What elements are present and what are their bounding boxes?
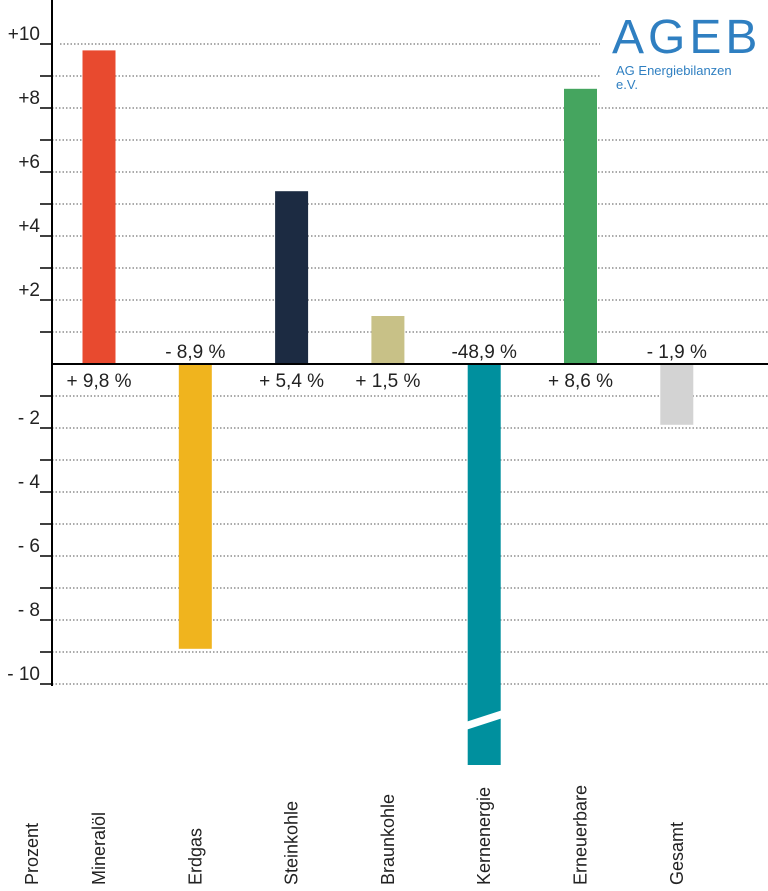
bar-gesamt bbox=[660, 364, 694, 425]
y-tick-label: - 2 bbox=[18, 408, 40, 429]
bar-braunkohle bbox=[371, 316, 405, 364]
value-label-erdgas: - 8,9 % bbox=[165, 342, 225, 363]
y-tick-label: - 10 bbox=[7, 664, 40, 685]
value-label-steinkohle: + 5,4 % bbox=[259, 371, 324, 392]
y-tick-label: - 8 bbox=[18, 600, 40, 621]
y-tick-label: +10 bbox=[8, 24, 40, 45]
value-label-braunkohle: + 1,5 % bbox=[355, 371, 420, 392]
axis-break-mark bbox=[465, 710, 503, 730]
y-axis-title: Prozent bbox=[22, 823, 42, 885]
y-tick-label: - 6 bbox=[18, 536, 40, 557]
bar-mineral-l bbox=[82, 50, 116, 365]
category-label-steinkohle: Steinkohle bbox=[282, 801, 302, 885]
logo-subtitle: AG Energiebilanzen e.V. bbox=[616, 63, 732, 92]
ageb-logo: AGEB AG Energiebilanzen e.V. bbox=[612, 11, 762, 92]
y-tick-label: +4 bbox=[18, 216, 40, 237]
y-tick-label: +8 bbox=[18, 88, 40, 109]
y-tick-label: +6 bbox=[18, 152, 40, 173]
bar-steinkohle bbox=[275, 191, 309, 364]
bar-kernenergie bbox=[467, 364, 501, 765]
value-label-erneuerbare: + 8,6 % bbox=[548, 371, 613, 392]
category-label-erneuerbare: Erneuerbare bbox=[571, 785, 591, 885]
category-label-gesamt: Gesamt bbox=[667, 822, 687, 885]
bar-erneuerbare bbox=[564, 88, 597, 365]
value-label-gesamt: - 1,9 % bbox=[647, 342, 707, 363]
category-label-kernenergie: Kernenergie bbox=[474, 787, 494, 885]
y-tick-label: +2 bbox=[18, 280, 40, 301]
logo-title: AGEB bbox=[612, 11, 762, 64]
category-label-mineral-l: Mineralöl bbox=[89, 812, 109, 885]
category-label-braunkohle: Braunkohle bbox=[378, 794, 398, 885]
category-label-erdgas: Erdgas bbox=[185, 828, 205, 885]
y-tick-label: - 4 bbox=[18, 472, 41, 493]
value-label-kernenergie: -48,9 % bbox=[451, 342, 517, 363]
value-label-mineral-l: + 9,8 % bbox=[67, 371, 132, 392]
bar-erdgas bbox=[178, 364, 212, 649]
